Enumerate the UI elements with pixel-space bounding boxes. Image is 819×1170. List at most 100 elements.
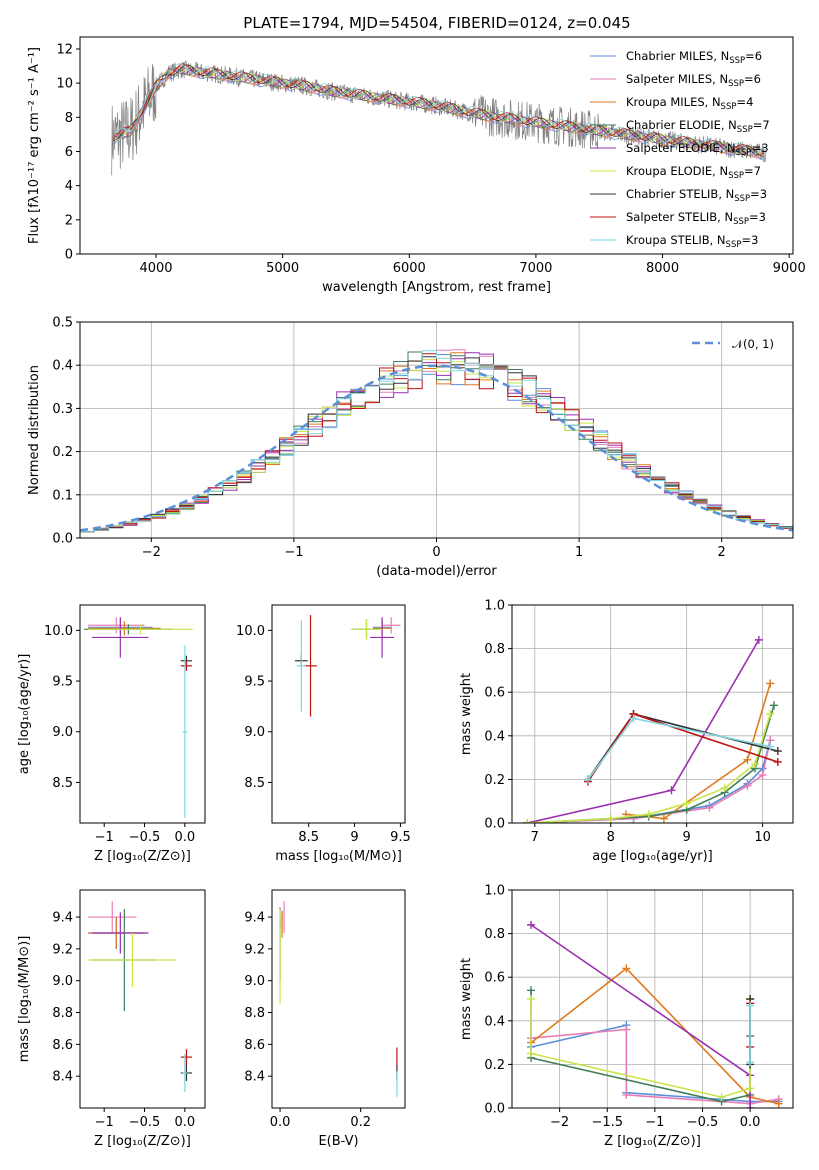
legend-sub: SSP [734,194,750,204]
x-tick-label: 0.0 [270,1115,291,1130]
series-salpeter_miles-marker [622,1090,631,1099]
y-tick-label: 9.0 [244,725,265,740]
legend-sub: SSP [726,240,742,250]
series-salpeter_elodie-marker [667,786,676,795]
y-tick-label: 9.0 [52,725,73,740]
legend-entry: Chabrier STELIB, NSSP=3 [626,187,767,204]
legend-sub: SSP [733,217,749,227]
chart-weight_vs_age: 7 8 9 10 0.0 0.2 0.4 0.6 0.8 1.0 age [log₁₀(age/yr… [459,599,794,864]
x-tick-label: 9000 [773,261,806,276]
series-salpeter_miles-marker [622,1025,631,1034]
x-tick-label: 1 [575,545,583,560]
x-tick-label: 6000 [393,261,426,276]
y-axis-label: Flux [fλ10⁻¹⁷ erg cm⁻² s⁻¹ A⁻¹] [27,47,42,244]
legend-text: =3 [752,141,769,155]
series-chabrier_elodie-marker [770,701,779,710]
x-tick-label: 0.0 [174,830,195,845]
legend-entry: Chabrier ELODIE, NSSP=7 [626,118,770,135]
y-tick-label: 8.4 [244,1070,265,1085]
axes-frame [511,889,794,1109]
x-tick-label: 0.0 [174,1115,195,1130]
x-tick-label: 2 [718,545,726,560]
y-tick-label: 8.5 [244,776,265,791]
y-tick-label: 0.2 [484,1058,505,1073]
x-tick-label: 0.2 [350,1115,371,1130]
y-tick-label: 0.4 [484,729,505,744]
chart-age_vs_mass: 8.5 9 9.5 8.5 9.0 9.5 10.0 mass [log₁₀(M/M⊙)] [236,604,411,864]
x-tick-label: −1 [284,545,303,560]
legend-text: Kroupa ELODIE, N [626,164,728,178]
y-axis-label: mass weight [459,673,474,755]
plot-area [294,615,401,717]
model-spectrum-salpeter_elodie [112,66,765,155]
legend-entry: Salpeter STELIB, NSSP=3 [626,210,766,227]
axes-frame [79,604,206,824]
y-tick-label: 0.2 [484,773,505,788]
legend-sub: SSP [737,125,753,135]
series-kroupa_stelib-marker [629,714,638,723]
model-spectrum-kroupa_elodie [112,65,765,157]
legend-text: Chabrier MILES, N [626,49,729,63]
legend-text: =3 [741,233,758,247]
series-kroupa_elodie-marker [720,784,729,793]
series-kroupa_miles-marker [766,679,775,688]
y-tick-label: 0.0 [484,1102,505,1117]
series-kroupa_elodie-marker [606,814,615,823]
legend-sub: SSP [728,171,744,181]
legend-sub: SSP [729,56,745,66]
legend-text: Salpeter STELIB, N [626,210,733,224]
y-tick-label: 0.8 [484,927,505,942]
y-tick-label: 0.3 [52,402,73,417]
legend-sub: SSP [721,102,737,112]
x-tick-label: −0.5 [687,1115,719,1130]
y-axis-label: mass [log₁₀(M/M⊙)] [17,936,32,1063]
plot-area [279,901,398,1097]
legend-text: =6 [744,72,761,86]
legend-text: =3 [750,187,767,201]
plot-area [88,901,193,1093]
x-tick-label: −1 [95,1115,114,1130]
model-spectrum-salpeter_stelib [112,63,765,156]
series-kroupa_elodie-marker [751,760,760,769]
series-kroupa_miles-marker [774,1099,783,1108]
y-tick-label: 0.0 [52,532,73,547]
x-tick-label: 7 [531,830,539,845]
series-kroupa_stelib-marker [746,1001,755,1010]
x-tick-label: 10 [754,830,771,845]
series-chabrier_stelib-marker [773,747,782,756]
x-tick-label: −1 [645,1115,664,1130]
y-tick-label: 9.4 [244,911,265,926]
x-tick-label: 0.0 [740,1115,761,1130]
legend-entry: Salpeter MILES, NSSP=6 [626,72,761,89]
y-tick-label: 10.0 [236,624,265,639]
legend-entry: Kroupa MILES, NSSP=4 [626,95,753,112]
y-tick-label: 9.5 [52,675,73,690]
figure-title: PLATE=1794, MJD=54504, FIBERID=0124, z=0… [243,14,630,32]
y-tick-label: 8.6 [244,1038,265,1053]
histogram-chabrier_stelib [80,356,793,533]
x-tick-label: −0.5 [129,1115,161,1130]
y-tick-label: 8.5 [52,776,73,791]
axes-frame [79,889,206,1109]
y-tick-label: 8.6 [52,1038,73,1053]
y-tick-label: 10.0 [44,624,73,639]
y-tick-label: 1.0 [484,599,505,614]
y-tick-label: 0.1 [52,488,73,503]
axes-frame [271,604,406,824]
x-tick-label: −2 [550,1115,569,1130]
series-salpeter_miles-marker [705,803,714,812]
chart-mass_vs_ebv: 0.0 0.2 8.4 8.6 8.8 9.0 9.2 9.4 E(B-V) [244,889,406,1149]
x-tick-label: 9 [350,830,358,845]
chart-mass_vs_Z: −1 −0.5 0.0 8.4 8.6 8.8 9.0 9.2 9.4 Z [log₁₀(Z/Z⊙… [17,889,206,1149]
y-tick-label: 9.0 [52,974,73,989]
y-tick-label: 6 [65,145,73,160]
legend-entry: Kroupa STELIB, NSSP=3 [626,233,758,250]
y-tick-label: 9.4 [52,911,73,926]
plot-area [111,59,767,176]
x-axis-label: Z [log₁₀(Z/Z⊙)] [94,1134,191,1149]
y-tick-label: 9.2 [52,942,73,957]
y-tick-label: 2 [65,213,73,228]
series-kroupa_elodie-marker [746,1084,755,1093]
legend-text: =7 [753,118,770,132]
y-axis-label: Normed distribution [27,365,42,495]
